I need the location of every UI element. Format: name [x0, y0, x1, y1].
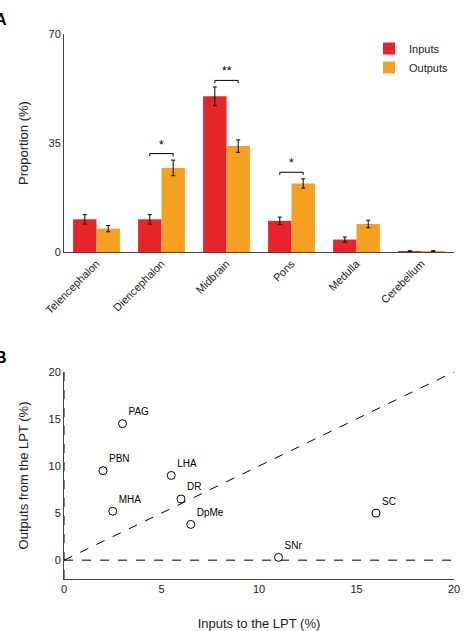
svg-text:20: 20 [448, 583, 460, 595]
svg-text:Diencephalon: Diencephalon [111, 258, 167, 314]
svg-text:Telencephalon: Telencephalon [43, 258, 102, 317]
svg-text:Outputs from the LPT (%): Outputs from the LPT (%) [16, 402, 31, 550]
svg-text:Cerebellum: Cerebellum [379, 258, 427, 306]
svg-text:*: * [159, 138, 164, 152]
svg-text:LHA: LHA [177, 458, 197, 469]
svg-text:**: ** [222, 64, 232, 78]
svg-text:*: * [289, 156, 294, 170]
svg-text:Inputs to the LPT (%): Inputs to the LPT (%) [198, 616, 321, 631]
svg-text:70: 70 [49, 28, 61, 40]
svg-text:15: 15 [350, 583, 362, 595]
svg-text:B: B [0, 349, 7, 366]
svg-text:5: 5 [55, 507, 61, 519]
svg-text:PAG: PAG [129, 406, 150, 417]
svg-text:Pons: Pons [271, 257, 298, 284]
svg-text:0: 0 [55, 554, 61, 566]
svg-text:PBN: PBN [109, 453, 130, 464]
svg-text:Midbrain: Midbrain [193, 258, 231, 296]
svg-text:10: 10 [49, 460, 61, 472]
svg-text:MHA: MHA [119, 494, 142, 505]
svg-text:5: 5 [158, 583, 164, 595]
svg-text:A: A [0, 11, 7, 28]
svg-text:DR: DR [187, 481, 201, 492]
svg-text:Inputs: Inputs [409, 43, 439, 55]
svg-text:15: 15 [49, 413, 61, 425]
svg-text:Medulla: Medulla [326, 257, 362, 293]
svg-text:0: 0 [61, 583, 67, 595]
svg-text:10: 10 [253, 583, 265, 595]
svg-text:35: 35 [49, 137, 61, 149]
svg-text:SNr: SNr [285, 540, 303, 551]
svg-text:Proportion (%): Proportion (%) [16, 101, 31, 185]
svg-text:DpMe: DpMe [197, 507, 224, 518]
svg-text:20: 20 [49, 366, 61, 378]
svg-text:Outputs: Outputs [409, 62, 448, 74]
svg-text:SC: SC [382, 496, 396, 507]
svg-text:0: 0 [55, 246, 61, 258]
